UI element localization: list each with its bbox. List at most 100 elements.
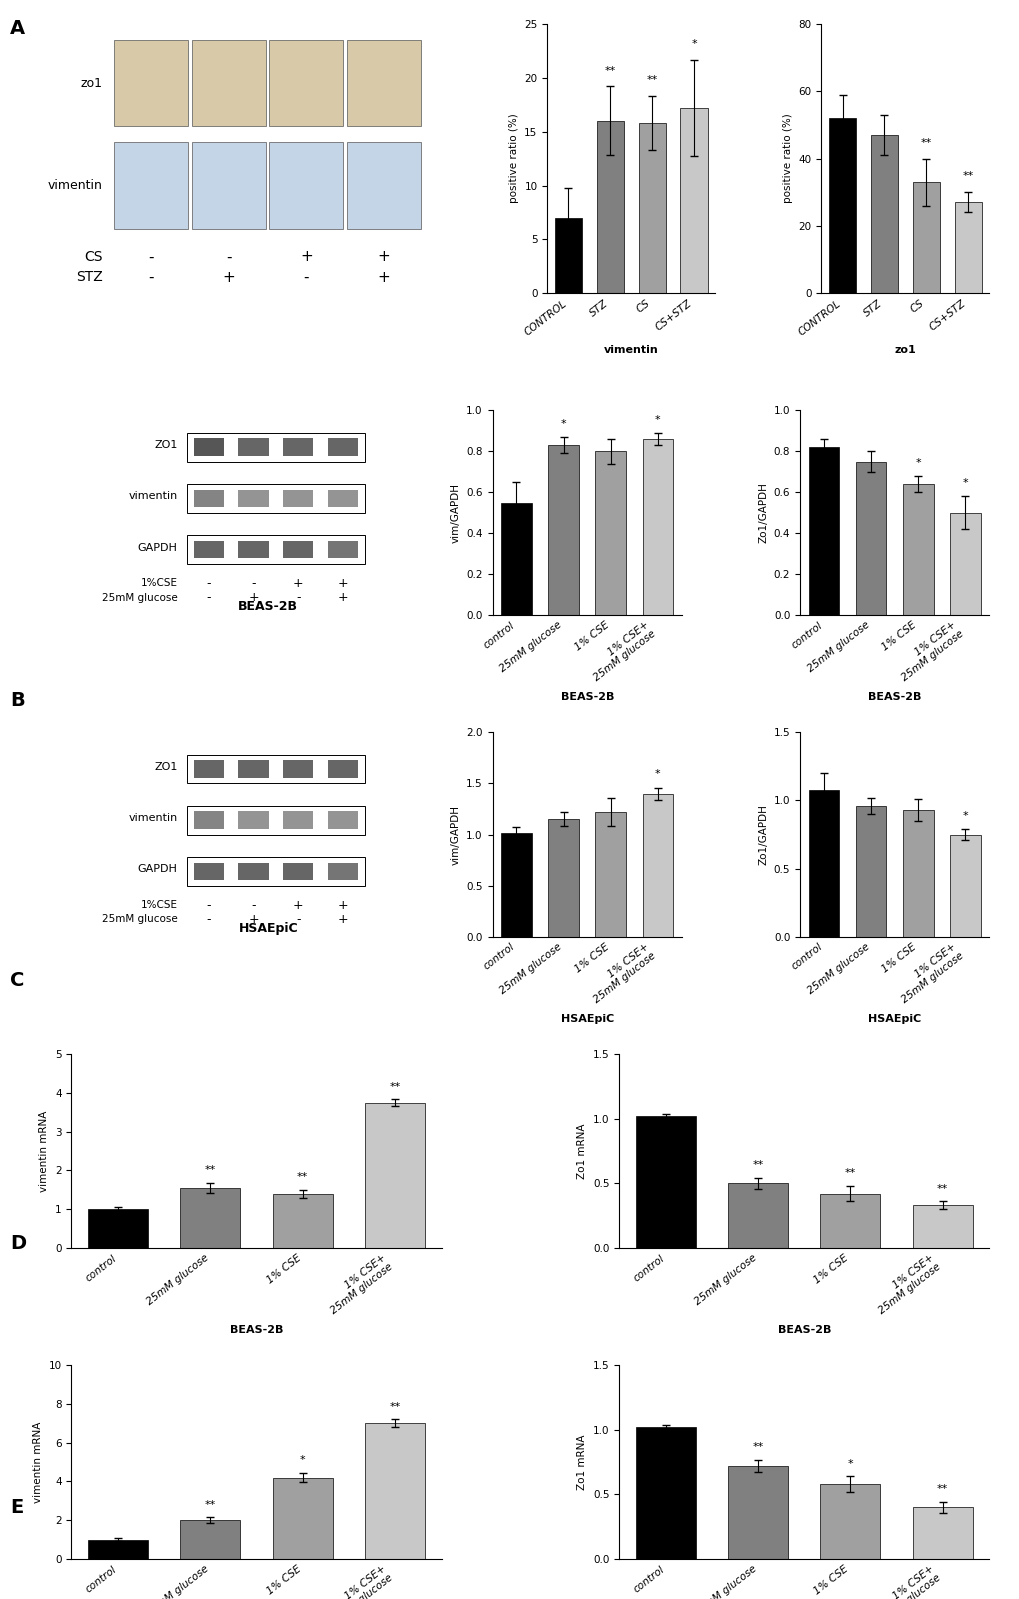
Bar bbox=[283, 489, 313, 507]
Bar bbox=[180, 1521, 240, 1559]
Text: A: A bbox=[10, 19, 25, 38]
Bar bbox=[808, 790, 839, 937]
Y-axis label: vimentin mRNA: vimentin mRNA bbox=[40, 1110, 50, 1191]
Bar bbox=[950, 835, 980, 937]
Bar bbox=[638, 123, 665, 293]
Text: *: * bbox=[962, 478, 967, 488]
Bar bbox=[346, 142, 421, 229]
Bar bbox=[272, 1194, 332, 1247]
Text: +: + bbox=[337, 592, 347, 604]
Bar bbox=[186, 484, 365, 513]
Text: **: ** bbox=[936, 1484, 948, 1495]
Text: -: - bbox=[148, 249, 154, 264]
Bar bbox=[283, 438, 313, 456]
Text: D: D bbox=[10, 1234, 26, 1254]
Bar bbox=[186, 536, 365, 564]
Bar bbox=[636, 1428, 695, 1559]
Bar bbox=[954, 203, 981, 293]
Bar bbox=[327, 489, 358, 507]
Text: GAPDH: GAPDH bbox=[138, 542, 177, 553]
Text: +: + bbox=[248, 913, 259, 926]
Y-axis label: Zo1/GAPDH: Zo1/GAPDH bbox=[757, 483, 767, 544]
Text: **: ** bbox=[752, 1161, 763, 1170]
Y-axis label: Zo1 mRNA: Zo1 mRNA bbox=[577, 1434, 587, 1490]
Text: zo1: zo1 bbox=[81, 77, 103, 90]
Text: +: + bbox=[292, 577, 304, 590]
Bar bbox=[192, 40, 265, 126]
Bar bbox=[186, 857, 365, 886]
Text: **: ** bbox=[844, 1169, 855, 1178]
Text: B: B bbox=[10, 691, 24, 710]
Bar bbox=[114, 40, 187, 126]
Bar bbox=[192, 142, 265, 229]
Bar bbox=[186, 755, 365, 784]
Text: -: - bbox=[251, 899, 256, 911]
Bar bbox=[194, 811, 224, 830]
Bar bbox=[636, 1116, 695, 1247]
Text: -: - bbox=[251, 577, 256, 590]
X-axis label: BEAS-2B: BEAS-2B bbox=[229, 1324, 283, 1335]
X-axis label: BEAS-2B: BEAS-2B bbox=[867, 692, 920, 702]
Bar bbox=[855, 462, 886, 616]
Text: BEAS-2B: BEAS-2B bbox=[238, 600, 298, 612]
Text: +: + bbox=[337, 577, 347, 590]
Text: *: * bbox=[847, 1458, 852, 1468]
Text: **: ** bbox=[920, 138, 931, 147]
Bar bbox=[238, 489, 268, 507]
Text: *: * bbox=[300, 1455, 305, 1465]
Y-axis label: vim/GAPDH: vim/GAPDH bbox=[450, 804, 461, 865]
Text: HSAEpiC: HSAEpiC bbox=[238, 921, 298, 935]
Bar bbox=[88, 1209, 148, 1247]
Bar bbox=[238, 862, 268, 881]
Text: -: - bbox=[207, 899, 211, 911]
Text: GAPDH: GAPDH bbox=[138, 865, 177, 875]
Text: E: E bbox=[10, 1498, 23, 1517]
Bar bbox=[238, 760, 268, 779]
Text: *: * bbox=[691, 38, 696, 48]
Text: **: ** bbox=[646, 75, 657, 85]
Bar bbox=[238, 540, 268, 558]
Bar bbox=[283, 811, 313, 830]
Text: **: ** bbox=[389, 1402, 400, 1412]
Bar bbox=[554, 217, 582, 293]
Bar bbox=[808, 448, 839, 616]
Bar bbox=[283, 862, 313, 881]
Text: **: ** bbox=[389, 1083, 400, 1092]
Bar bbox=[180, 1188, 240, 1247]
Text: C: C bbox=[10, 971, 24, 990]
X-axis label: HSAEpiC: HSAEpiC bbox=[867, 1014, 920, 1023]
Text: 25mM glucose: 25mM glucose bbox=[102, 915, 177, 924]
Text: +: + bbox=[377, 249, 390, 264]
Text: **: ** bbox=[297, 1172, 308, 1182]
Bar bbox=[728, 1466, 788, 1559]
Text: +: + bbox=[300, 249, 313, 264]
Text: -: - bbox=[296, 913, 301, 926]
Bar bbox=[327, 760, 358, 779]
Y-axis label: vimentin mRNA: vimentin mRNA bbox=[33, 1422, 43, 1503]
Text: *: * bbox=[654, 769, 660, 779]
Bar bbox=[596, 122, 624, 293]
Bar bbox=[548, 445, 579, 616]
Text: 1%CSE: 1%CSE bbox=[141, 900, 177, 910]
Bar bbox=[728, 1183, 788, 1247]
Bar bbox=[548, 819, 579, 937]
Bar bbox=[283, 760, 313, 779]
X-axis label: zo1: zo1 bbox=[894, 345, 915, 355]
Y-axis label: positive ratio (%): positive ratio (%) bbox=[508, 114, 519, 203]
Bar bbox=[88, 1540, 148, 1559]
Bar bbox=[500, 833, 531, 937]
Bar bbox=[269, 40, 343, 126]
Text: 1%CSE: 1%CSE bbox=[141, 579, 177, 588]
Bar bbox=[194, 862, 224, 881]
Bar bbox=[186, 806, 365, 835]
Bar bbox=[855, 806, 886, 937]
Bar bbox=[365, 1103, 424, 1247]
Text: -: - bbox=[225, 249, 231, 264]
Bar bbox=[327, 811, 358, 830]
Text: +: + bbox=[292, 899, 304, 911]
Bar bbox=[870, 134, 897, 293]
Text: **: ** bbox=[962, 171, 973, 181]
Text: **: ** bbox=[752, 1442, 763, 1452]
Bar bbox=[902, 484, 932, 616]
Text: *: * bbox=[915, 457, 920, 469]
